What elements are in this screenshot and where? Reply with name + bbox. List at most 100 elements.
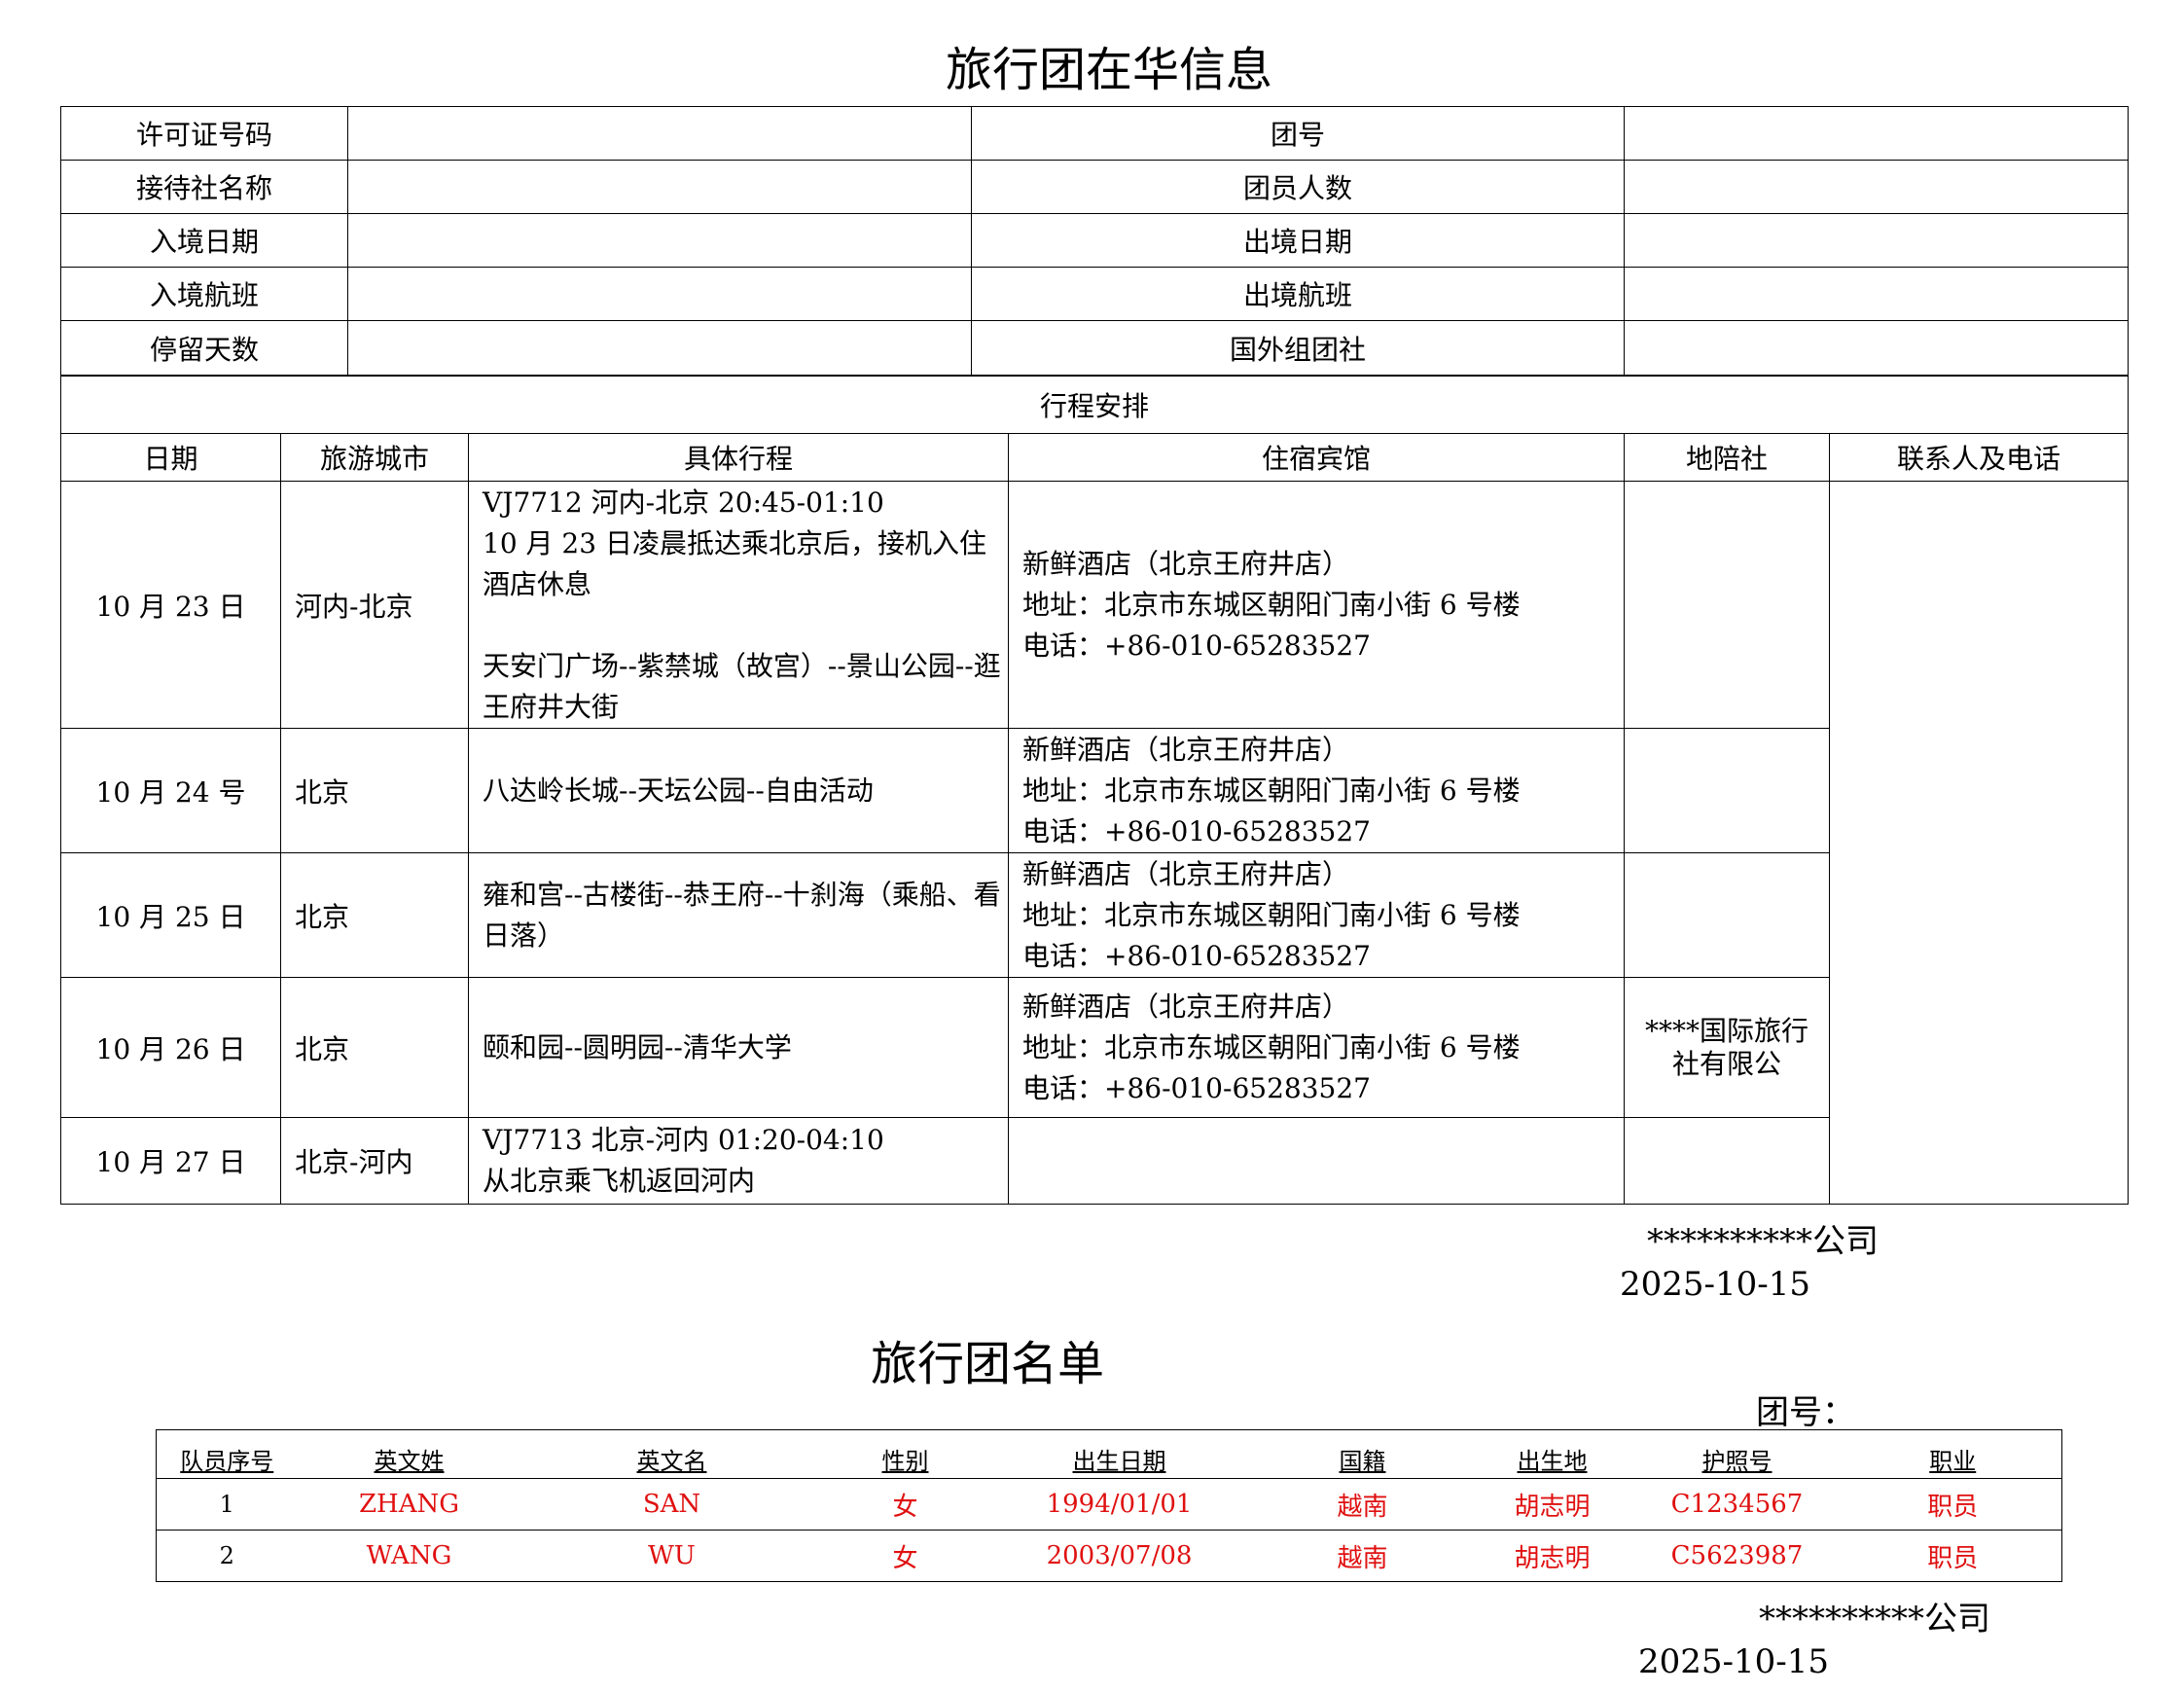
hotel-line: 新鲜酒店（北京王府井店）	[1022, 547, 1350, 580]
field-label: 停留天数	[60, 320, 348, 376]
roster-cell: 胡志明	[1474, 1530, 1630, 1582]
itinerary-row: 10 月 26 日北京 颐和园--圆明园--清华大学 新鲜酒店（北京王府井店） 地址：…	[60, 977, 2129, 1118]
field-label: 入境日期	[60, 213, 348, 268]
roster-column-header: 国籍	[1250, 1429, 1475, 1479]
plan-line: VJ7713 北京-河内 01:20-04:10	[483, 1124, 884, 1156]
roster-cell: SAN	[520, 1478, 823, 1531]
field-value	[1624, 213, 2129, 268]
field-value	[347, 160, 972, 214]
roster-cell: 1994/01/01	[987, 1478, 1251, 1531]
roster-cell: 越南	[1250, 1530, 1475, 1582]
field-value	[1624, 267, 2129, 321]
roster-table: 队员序号 英文姓 英文名 性别 出生日期 国籍 出生地 护照号 职业 1 ZHANG SAN 女 1994…	[156, 1429, 2062, 1582]
itinerary-title-row: 行程安排	[59, 376, 2130, 434]
column-header: 具体行程	[468, 433, 1009, 482]
field-value	[1624, 160, 2129, 214]
plan-cell: VJ7712 河内-北京 20:45-01:10 10 月 23 日凌晨抵达乘北京…	[468, 481, 1009, 729]
hotel-cell: 新鲜酒店（北京王府井店） 地址：北京市东城区朝阳门南小街 6 号楼 电话：+86-0…	[1008, 481, 1625, 729]
roster-cell: 女	[822, 1478, 988, 1531]
column-header: 联系人及电话	[1828, 433, 2130, 482]
city-cell: 北京	[280, 977, 469, 1118]
plan-cell: 雍和宫--古楼街--恭王府--十刹海（乘船、看日落）	[468, 852, 1009, 978]
plan-cell: 颐和园--圆明园--清华大学	[468, 977, 1009, 1118]
roster-column-label: 英文名	[636, 1448, 707, 1475]
hotel-line: 电话：+86-010-65283527	[1022, 1071, 1371, 1104]
info-row: 接待社名称 团员人数	[60, 160, 2129, 214]
roster-signature-date: 2025-10-15	[1638, 1642, 1830, 1681]
roster-cell: 女	[822, 1530, 988, 1582]
column-header: 旅游城市	[280, 433, 469, 482]
itinerary-title: 行程安排	[59, 376, 2130, 434]
city-cell: 北京	[280, 728, 469, 853]
itinerary-row: 10 月 23 日河内-北京 VJ7712 河内-北京 20:45-01:10 10…	[60, 481, 2130, 1205]
contact-cell	[1828, 481, 2130, 1205]
agency-cell	[1624, 1117, 1830, 1205]
info-row: 停留天数 国外组团社	[60, 320, 2129, 376]
roster-column-header: 英文名	[520, 1429, 823, 1479]
field-label: 国外组团社	[971, 320, 1625, 376]
roster-header-row: 队员序号 英文姓 英文名 性别 出生日期 国籍 出生地 护照号 职业	[156, 1429, 2062, 1479]
field-value	[347, 213, 972, 268]
plan-line: 天安门广场--紫禁城（故宫）--景山公园--逛王府井大街	[483, 649, 1001, 723]
hotel-line: 地址：北京市东城区朝阳门南小街 6 号楼	[1022, 588, 1521, 621]
plan-cell: 八达岭长城--天坛公园--自由活动	[468, 728, 1009, 853]
field-value	[347, 267, 972, 321]
roster-cell: 职员	[1844, 1478, 2062, 1531]
column-header: 地陪社	[1624, 433, 1830, 482]
roster-column-header: 性别	[822, 1429, 988, 1479]
roster-cell: 职员	[1844, 1530, 2062, 1582]
roster-row: 2 WANG WU 女 2003/07/08 越南 胡志明 C5623987 职员	[156, 1530, 2062, 1582]
hotel-line: 电话：+86-010-65283527	[1022, 629, 1371, 662]
column-header: 住宿宾馆	[1008, 433, 1625, 482]
hotel-cell: 新鲜酒店（北京王府井店） 地址：北京市东城区朝阳门南小街 6 号楼 电话：+86-0…	[1008, 728, 1625, 853]
date-cell: 10 月 25 日	[60, 852, 281, 978]
date-cell: 10 月 27 日	[60, 1117, 281, 1205]
roster-cell: 2003/07/08	[987, 1530, 1251, 1582]
roster-row: 1 ZHANG SAN 女 1994/01/01 越南 胡志明 C1234567 职员	[156, 1478, 2062, 1531]
plan-line: VJ7712 河内-北京 20:45-01:10	[483, 486, 884, 519]
roster-column-header: 英文姓	[297, 1429, 521, 1479]
roster-cell: C1234567	[1629, 1478, 1844, 1531]
hotel-cell: 新鲜酒店（北京王府井店） 地址：北京市东城区朝阳门南小街 6 号楼 电话：+86-0…	[1008, 852, 1625, 978]
page-title: 旅行团在华信息	[945, 43, 1272, 97]
itinerary-row: 10 月 25 日北京 雍和宫--古楼街--恭王府--十刹海（乘船、看日落） 新鲜酒…	[60, 852, 2129, 978]
group-number-label: 团号：	[1756, 1393, 1855, 1432]
roster-column-header: 护照号	[1629, 1429, 1844, 1479]
plan-line: 雍和宫--古楼街--恭王府--十刹海（乘船、看日落）	[483, 878, 1001, 952]
field-label: 入境航班	[60, 267, 348, 321]
hotel-line: 地址：北京市东城区朝阳门南小街 6 号楼	[1022, 1030, 1521, 1063]
roster-cell: ZHANG	[297, 1478, 521, 1531]
roster-cell: 越南	[1250, 1478, 1475, 1531]
roster-cell: WANG	[297, 1530, 521, 1582]
agency-cell	[1624, 728, 1830, 853]
itinerary-header-row: 日期 旅游城市 具体行程 住宿宾馆 地陪社 联系人及电话	[60, 433, 2130, 482]
itinerary-table: 行程安排 日期 旅游城市 具体行程 住宿宾馆 地陪社 联系人及电话 10 月 23 日河内-北…	[59, 376, 2130, 1205]
itinerary-row: 10 月 27 日北京-河内 VJ7713 北京-河内 01:20-04:10 从北…	[60, 1117, 2129, 1205]
roster-column-header: 职业	[1844, 1429, 2062, 1479]
field-value	[1624, 106, 2129, 161]
roster-cell: WU	[520, 1530, 823, 1582]
hotel-cell: 新鲜酒店（北京王府井店） 地址：北京市东城区朝阳门南小街 6 号楼 电话：+86-0…	[1008, 977, 1625, 1118]
roster-column-label: 性别	[881, 1448, 929, 1475]
roster-column-label: 国籍	[1339, 1448, 1386, 1475]
field-value	[347, 106, 972, 161]
city-cell: 北京	[280, 852, 469, 978]
hotel-line: 新鲜酒店（北京王府井店）	[1022, 857, 1350, 890]
field-label: 许可证号码	[60, 106, 348, 161]
roster-column-label: 英文姓	[374, 1448, 445, 1475]
agency-cell: ****国际旅行社有限公	[1624, 977, 1830, 1118]
roster-column-header: 出生地	[1474, 1429, 1630, 1479]
roster-cell: C5623987	[1629, 1530, 1844, 1582]
hotel-line: 地址：北京市东城区朝阳门南小街 6 号楼	[1022, 774, 1521, 807]
field-label: 团号	[971, 106, 1625, 161]
field-label: 出境日期	[971, 213, 1625, 268]
field-label: 接待社名称	[60, 160, 348, 214]
hotel-line: 新鲜酒店（北京王府井店）	[1022, 990, 1350, 1023]
date-cell: 10 月 26 日	[60, 977, 281, 1118]
city-cell: 北京-河内	[280, 1117, 469, 1205]
info-row: 入境日期 出境日期	[60, 213, 2129, 268]
roster-column-label: 职业	[1929, 1448, 1977, 1475]
hotel-line: 新鲜酒店（北京王府井店）	[1022, 733, 1350, 766]
hotel-line: 地址：北京市东城区朝阳门南小街 6 号楼	[1022, 898, 1521, 931]
roster-column-header: 出生日期	[987, 1429, 1251, 1479]
